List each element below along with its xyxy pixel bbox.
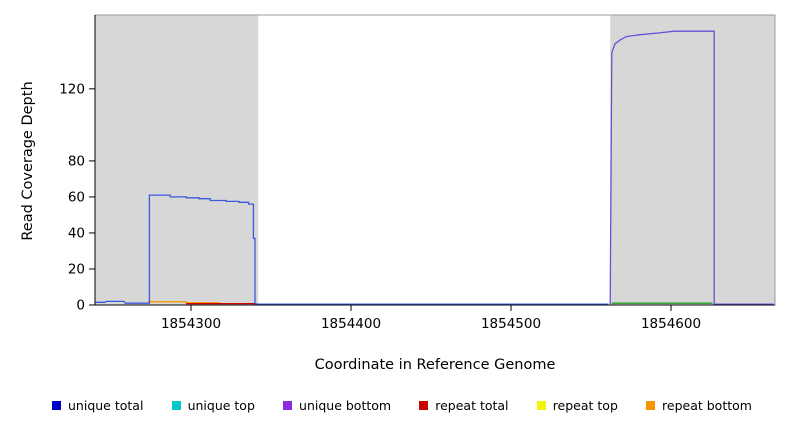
x-tick-label: 1854600 [641, 316, 701, 332]
y-tick-label: 80 [68, 153, 85, 169]
x-tick-label: 1854300 [161, 316, 221, 332]
legend-swatch-icon [283, 401, 293, 410]
legend-item-repeat-bottom: repeat bottom [646, 398, 752, 413]
legend-swatch-icon [171, 401, 181, 410]
legend-label: unique bottom [299, 398, 392, 413]
legend-label: repeat top [552, 398, 618, 413]
legend-swatch-icon [52, 401, 61, 410]
legend-item-unique-total: unique total [52, 398, 143, 413]
shaded-region [95, 15, 259, 305]
y-axis-title: Read Coverage Depth [20, 81, 36, 241]
legend-swatch-icon [419, 401, 429, 410]
shaded-region [610, 15, 775, 305]
legend-label: unique total [68, 398, 144, 413]
y-tick-label: 0 [76, 298, 85, 314]
x-axis-title: Coordinate in Reference Genome [314, 357, 556, 373]
legend-swatch-icon [536, 401, 546, 410]
legend-label: unique top [187, 398, 255, 413]
legend-item-repeat-top: repeat top [536, 398, 618, 413]
series-unique-bottom [609, 30, 774, 305]
legend-item-unique-top: unique top [171, 398, 255, 413]
legend-item-repeat-total: repeat total [419, 398, 509, 413]
legend-item-unique-bottom: unique bottom [283, 398, 391, 413]
x-tick-label: 1854500 [481, 316, 541, 332]
y-tick-label: 120 [59, 81, 85, 97]
legend-swatch-icon [646, 401, 656, 410]
plot-canvas: 1854300 1854400 1854500 1854600 0 20 40 60 80 120 [59, 14, 776, 332]
y-tick-label: 60 [68, 189, 85, 205]
legend-label: repeat bottom [662, 398, 752, 413]
y-tick-label: 20 [68, 261, 85, 277]
x-tick-label: 1854400 [321, 316, 381, 332]
series-unique-total [95, 194, 609, 305]
y-tick-label: 40 [68, 225, 85, 241]
legend: unique total unique top unique bottom re… [52, 398, 752, 413]
legend-label: repeat total [435, 398, 509, 413]
series-repeat-bottom-segment [147, 301, 220, 304]
